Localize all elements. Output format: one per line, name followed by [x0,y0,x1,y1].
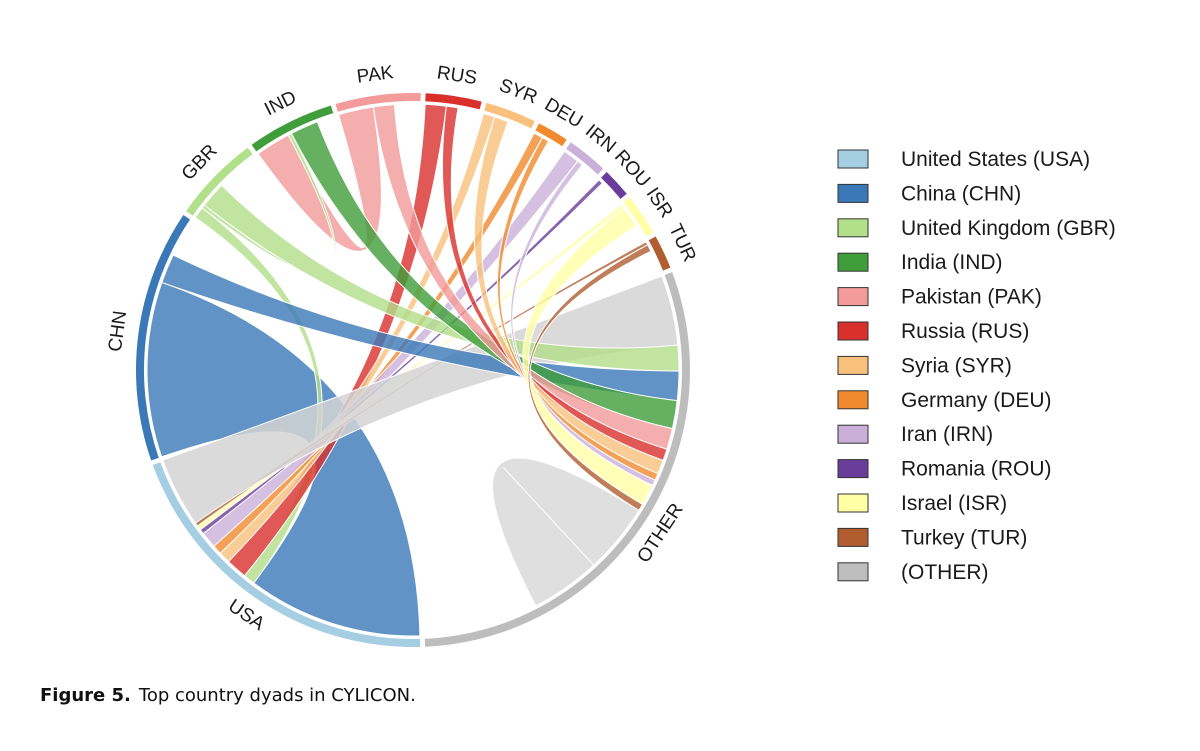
chord-ribbon-other-other [492,457,640,607]
legend-label-8: Iran (IRN) [901,423,993,446]
figure-caption: Figure 5. Top country dyads in CYLICON. [40,685,416,706]
segment-label-ind: IND [261,87,300,120]
arc-rou [601,172,627,199]
arc-ind [251,105,334,152]
legend-label-3: India (IND) [901,251,1003,274]
legend-swatch-6 [837,355,869,375]
chord-ribbon-rus-other [441,105,668,462]
legend-swatch-3 [837,252,869,272]
chord-ribbon-gbr-usa [194,207,323,584]
chord-ribbon-chn-other [161,254,680,402]
segment-label-chn: CHN [105,310,131,354]
legend-swatch-9 [837,459,869,479]
arc-chn [135,215,191,461]
segment-label-rus: RUS [435,62,478,89]
figure-caption-text: Top country dyads in CYLICON. [138,685,416,706]
arc-isr [623,197,654,237]
legend-label-0: United States (USA) [901,148,1090,171]
chord-ribbon-pak-other [372,104,674,450]
legend-label-7: Germany (DEU) [901,389,1052,412]
legend-swatch-12 [837,562,869,582]
legend-label-5: Russia (RUS) [901,320,1029,343]
segment-label-pak: PAK [356,62,395,88]
segment-label-other: OTHER [633,500,687,567]
legend-label-9: Romania (ROU) [901,458,1052,481]
legend-label-10: Israel (ISR) [901,492,1007,515]
arc-deu [535,123,567,147]
chord-ribbon-ind-other [290,121,678,430]
legend-label-12: (OTHER) [901,561,989,584]
arc-irn [566,142,604,175]
legend-swatch-5 [837,321,869,341]
arc-syr [484,102,535,129]
legend-label-2: United Kingdom (GBR) [901,217,1116,240]
segment-label-syr: SYR [496,75,540,108]
chord-outer-arcs [135,92,691,648]
legend-swatch-1 [837,183,869,203]
chord-ribbon-isr-other [522,207,654,506]
segment-label-deu: DEU [541,94,586,132]
legend-swatch-8 [837,424,869,444]
legend-swatch-7 [837,390,869,410]
legend-label-1: China (CHN) [901,182,1021,205]
figure-number: Figure 5. [40,685,131,706]
legend-swatch-4 [837,287,869,307]
segment-label-isr: ISR [642,184,677,222]
arc-usa [152,462,421,648]
legend-swatch-0 [837,149,869,169]
arc-gbr [186,147,253,216]
legend: United States (USA) China (CHN) United Kin… [837,148,1116,584]
legend-label-6: Syria (SYR) [901,354,1012,377]
segment-label-tur: TUR [664,221,700,265]
chord-ribbon-tur-usa [194,241,649,527]
chord-ribbons [146,103,680,637]
legend-label-4: Pakistan (PAK) [901,286,1042,309]
chord-ribbon-gbr-other [203,184,680,372]
legend-swatch-2 [837,218,869,238]
chord-ribbon-syr-other [473,116,664,475]
chord-ribbon-irn-other [510,160,656,487]
legend-label-11: Turkey (TUR) [901,526,1027,549]
arc-tur [648,236,671,271]
chord-ribbon-tur-other [527,244,652,512]
legend-swatch-10 [837,493,869,513]
segment-label-irn: IRN [581,120,620,157]
legend-swatch-11 [837,527,869,547]
arc-rus [425,93,482,110]
arc-pak [335,92,421,112]
